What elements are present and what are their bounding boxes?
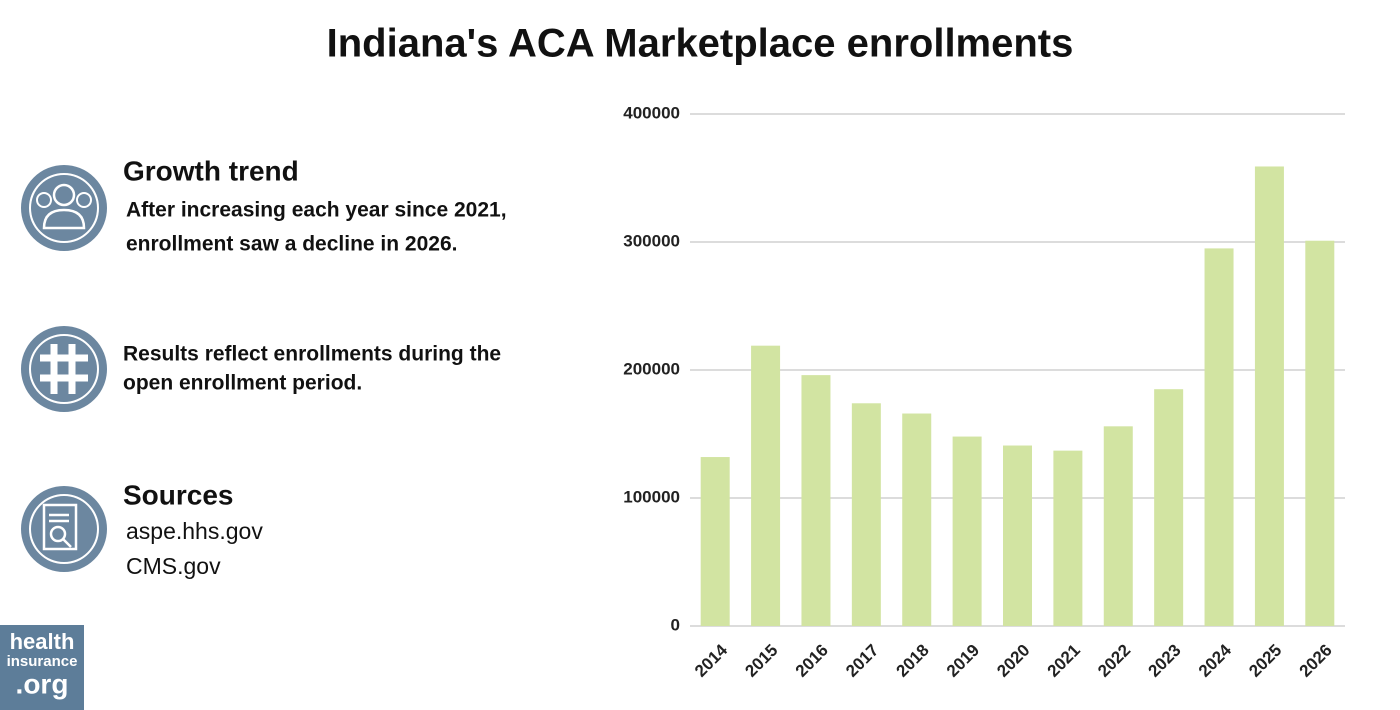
document-icon <box>21 486 107 572</box>
x-tick-label: 2023 <box>1144 641 1184 681</box>
bar <box>952 436 982 626</box>
source: aspe.hhs.gov <box>126 518 263 544</box>
bar <box>1204 248 1234 626</box>
bar <box>1254 166 1284 627</box>
bar <box>751 345 781 626</box>
logo-text: .org <box>16 668 69 699</box>
x-tick-label: 2025 <box>1245 641 1285 681</box>
note-line: open enrollment period. <box>123 372 362 395</box>
x-tick-label: 2019 <box>943 641 983 681</box>
growth-line: enrollment saw a decline in 2026. <box>126 233 457 256</box>
bar <box>1003 445 1032 626</box>
bar <box>851 403 881 626</box>
bar <box>700 457 730 626</box>
growth-line: After increasing each year since 2021, <box>126 199 507 222</box>
x-tick-label: 2022 <box>1094 641 1134 681</box>
x-tick-label: 2021 <box>1044 641 1084 681</box>
y-tick-label: 200000 <box>623 359 680 378</box>
logo-text: health <box>10 629 75 654</box>
chart-title: Indiana's ACA Marketplace enrollments <box>327 22 1074 66</box>
bar <box>1053 450 1083 626</box>
logo-text: insurance <box>7 653 78 670</box>
people-icon <box>21 165 107 251</box>
y-tick-label: 100000 <box>623 487 680 506</box>
x-tick-label: 2018 <box>893 641 933 681</box>
bar <box>902 413 932 626</box>
x-tick-label: 2020 <box>993 641 1033 681</box>
x-tick-label: 2026 <box>1296 641 1336 681</box>
growth-heading: Growth trend <box>123 155 299 186</box>
sources-heading: Sources <box>123 479 234 510</box>
bar <box>1305 240 1335 626</box>
x-tick-label: 2024 <box>1195 640 1236 681</box>
source: CMS.gov <box>126 553 221 579</box>
bar <box>1103 426 1133 626</box>
x-tick-label: 2016 <box>792 641 832 681</box>
x-tick-label: 2017 <box>842 641 882 681</box>
y-tick-label: 400000 <box>623 103 680 122</box>
hash-icon <box>21 326 107 412</box>
bar <box>1154 389 1184 626</box>
y-tick-label: 300000 <box>623 231 680 250</box>
x-tick-label: 2015 <box>741 641 781 681</box>
y-tick-label: 0 <box>671 615 680 634</box>
bar <box>801 375 831 626</box>
x-tick-label: 2014 <box>691 640 732 681</box>
note-line: Results reflect enrollments during the <box>123 343 501 366</box>
logo: health insurance .org <box>0 625 84 710</box>
